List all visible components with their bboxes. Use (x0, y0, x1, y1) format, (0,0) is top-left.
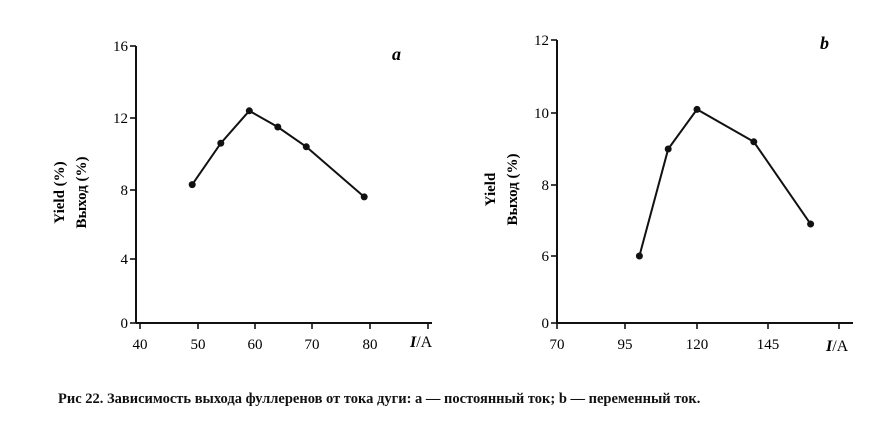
y-axis-label-ru: Выход (%) (74, 156, 90, 228)
data-point (664, 145, 672, 153)
data-point (245, 107, 253, 115)
data-point (302, 143, 310, 151)
data-point (693, 105, 701, 113)
y-tick-label: 10 (534, 106, 549, 122)
chart-a: 0 4 8 12 16 40 50 60 70 80 I/A a Yield (%) Выход (%) (52, 39, 433, 353)
caption-text: Зависимость выхода фуллеренов от тока ду… (103, 391, 701, 407)
x-tick-label: 60 (248, 337, 263, 353)
x-axis-label-unit: /A (416, 334, 432, 351)
y-axis-label-en: Yield (483, 172, 499, 206)
y-tick-label: 16 (113, 39, 129, 55)
caption-prefix: Рис 22. (58, 391, 104, 407)
y-tick-label: 8 (542, 178, 550, 194)
x-tick-label: 80 (363, 337, 378, 353)
figure-caption: Рис 22. Зависимость выхода фуллеренов от… (58, 391, 700, 408)
series-line (638, 108, 812, 257)
y-tick-label: 0 (121, 316, 129, 332)
y-tick-label: 6 (542, 249, 550, 265)
panel-label: b (820, 33, 829, 53)
data-point (635, 252, 643, 260)
data-point (217, 139, 225, 147)
x-tick-label: 145 (757, 337, 780, 353)
data-point (750, 138, 758, 146)
x-axis-label-variable: I (825, 338, 833, 355)
x-tick-label: 120 (686, 337, 709, 353)
x-tick-label: 70 (305, 337, 320, 353)
y-tick-label: 4 (121, 252, 129, 268)
panel-label: a (392, 44, 401, 64)
data-point (360, 193, 368, 201)
y-tick-label: 12 (534, 33, 549, 49)
x-axis-label: I/A (409, 334, 433, 351)
data-point (807, 220, 815, 228)
x-tick-label: 40 (133, 337, 148, 353)
x-axis-label: I/A (825, 338, 849, 355)
y-tick-label: 8 (121, 183, 129, 199)
x-tick-label: 50 (191, 337, 206, 353)
y-axis-label-ru: Выход (%) (505, 153, 521, 225)
chart-b: 0 6 8 10 12 70 95 120 145 I/A b Yield Выход (%) (483, 33, 853, 355)
data-point (188, 181, 196, 189)
x-tick-label: 70 (550, 337, 565, 353)
series-line (191, 109, 365, 198)
y-tick-label: 0 (542, 316, 550, 332)
x-tick-label: 95 (618, 337, 633, 353)
x-axis-label-variable: I (409, 334, 417, 351)
y-tick-label: 12 (113, 111, 128, 127)
y-axis-label-en: Yield (%) (52, 161, 68, 223)
x-axis-label-unit: /A (832, 338, 848, 355)
data-point (274, 123, 282, 131)
